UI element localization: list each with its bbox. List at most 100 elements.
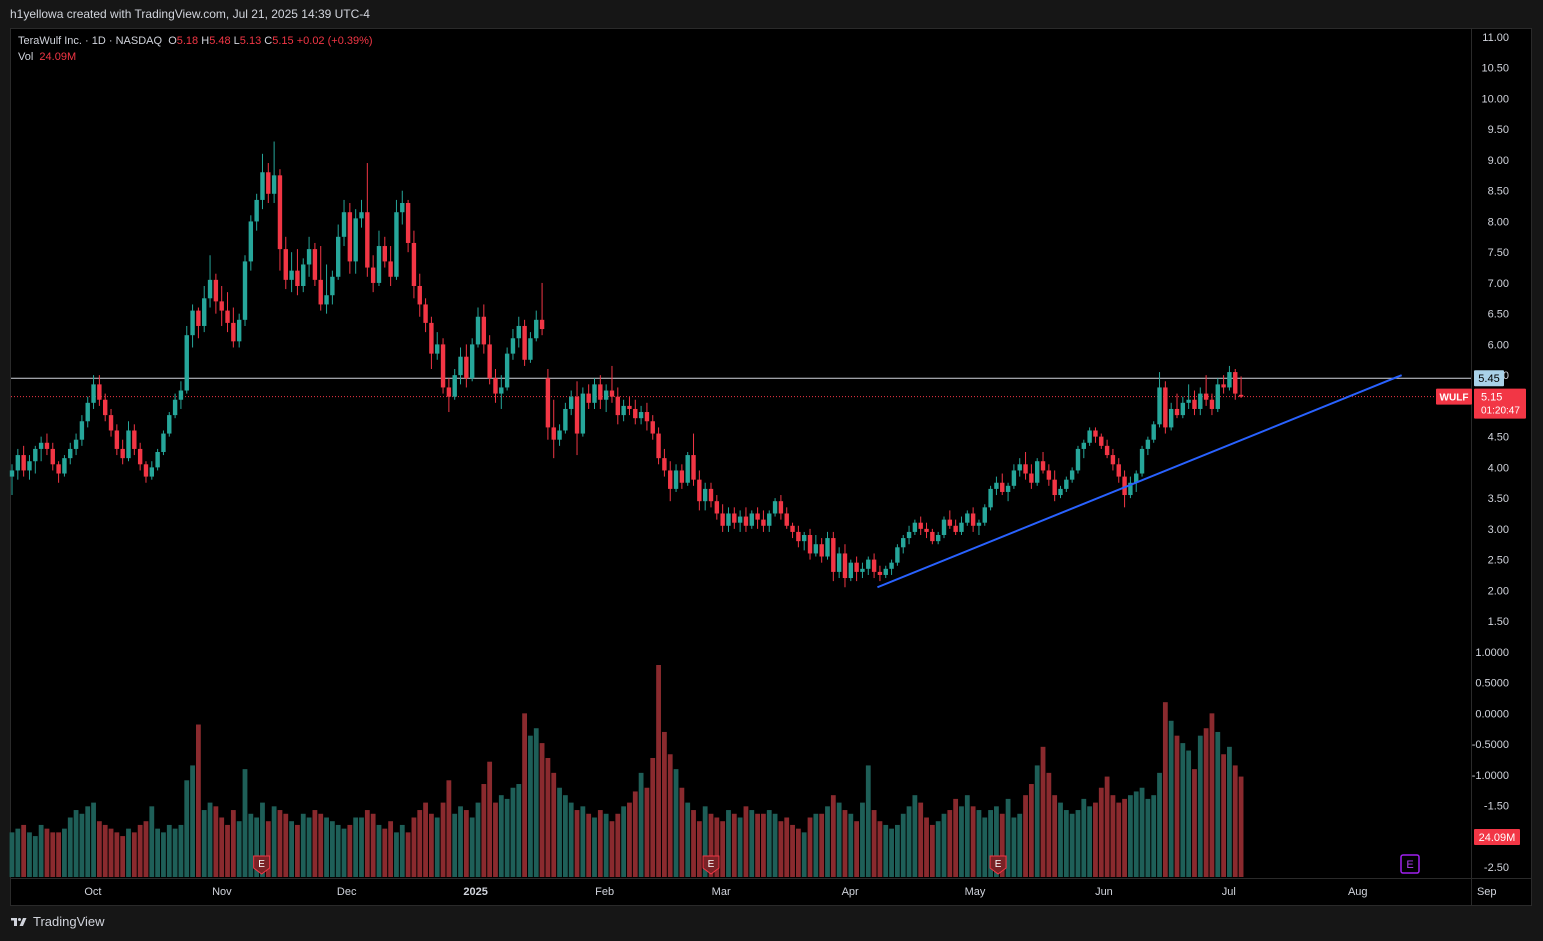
time-tick-label: Apr — [842, 886, 859, 898]
candle-body — [796, 531, 801, 542]
earnings-marker-shape — [253, 855, 271, 875]
candle-body — [1128, 482, 1133, 496]
time-tick-label: Sep — [1477, 886, 1497, 898]
volume-bar — [411, 817, 417, 877]
volume-bar — [394, 832, 399, 877]
candle-body — [1023, 464, 1028, 474]
volume-bar — [219, 817, 225, 877]
candle-body — [143, 464, 149, 477]
volume-bar — [877, 821, 883, 877]
price-tick-label: 10.50 — [1481, 63, 1509, 75]
candle-body — [953, 525, 958, 532]
candle-body — [504, 353, 510, 388]
volume-bar — [959, 806, 964, 877]
attribution-text: h1yellowa created with TradingView.com, … — [10, 7, 370, 21]
candle-body — [137, 448, 143, 465]
volume-bar — [1180, 743, 1186, 877]
time-tick-label: Dec — [337, 886, 357, 898]
candle-body — [679, 470, 685, 483]
candle-body — [935, 535, 941, 542]
price-tick-label: 10.00 — [1481, 93, 1509, 105]
candle-body — [1011, 470, 1017, 486]
brand-label: TradingView — [33, 914, 105, 929]
volume-bar — [1104, 776, 1110, 877]
volume-bar — [265, 821, 271, 877]
volume-value: 24.09M — [39, 51, 77, 63]
volume-bar — [1023, 795, 1028, 877]
candle-body — [44, 442, 50, 449]
open-value: 5.18 — [176, 35, 199, 47]
candle-body — [301, 264, 306, 286]
volume-bar — [242, 769, 248, 877]
candle-body — [1000, 482, 1005, 492]
volume-bar — [440, 802, 446, 877]
candle-body — [341, 212, 347, 237]
volume-bar — [382, 828, 388, 877]
symbol-tag — [1436, 388, 1472, 405]
volume-bar — [423, 802, 428, 877]
volume-bar — [1093, 802, 1098, 877]
candle-body — [1168, 408, 1174, 428]
volume-bar — [586, 813, 592, 877]
footer-brand[interactable]: TradingView — [10, 914, 105, 929]
volume-bar — [1238, 776, 1244, 877]
candle-body — [877, 571, 883, 575]
volume-bar — [999, 813, 1005, 877]
volume-bar — [522, 713, 527, 877]
price-tick-label: 3.00 — [1488, 524, 1509, 536]
candle-body — [633, 408, 638, 419]
volume-bar — [50, 832, 56, 877]
candle-body — [236, 319, 242, 342]
volume-bar — [161, 832, 166, 877]
volume-bar — [1005, 798, 1011, 877]
candle-body — [330, 276, 335, 296]
volume-bar — [988, 810, 993, 877]
volume-bar — [912, 795, 918, 877]
candle-body — [673, 470, 679, 489]
candle-body — [231, 322, 236, 342]
volume-bar — [102, 824, 108, 877]
candle-body — [580, 393, 586, 434]
volume-bar — [21, 824, 27, 877]
price-tick-label: 0.5000 — [1475, 678, 1509, 690]
volume-bar — [417, 810, 423, 877]
price-tick-label: -2.50 — [1484, 862, 1509, 874]
candle-body — [190, 310, 195, 336]
price-tick-label: 2.50 — [1488, 555, 1509, 567]
candle-body — [405, 203, 411, 243]
volume-bar — [994, 806, 999, 877]
candle-body — [1110, 455, 1116, 465]
volume-tag-text: 24.09M — [1479, 832, 1516, 844]
candle-body — [33, 448, 38, 462]
price-tick-label: 8.00 — [1488, 216, 1509, 228]
candle-body — [1157, 387, 1162, 425]
candle-body — [161, 433, 166, 452]
candle-body — [21, 455, 26, 471]
candle-body — [732, 513, 737, 523]
candle-body — [464, 356, 469, 379]
candle-body — [1139, 448, 1145, 474]
time-tick-label: Jun — [1095, 886, 1113, 898]
candle-body — [627, 405, 632, 409]
volume-bar — [935, 821, 941, 877]
candle-body — [114, 430, 120, 449]
candle-body — [1017, 464, 1022, 471]
candle-body — [254, 199, 259, 222]
volume-bar — [1221, 754, 1226, 877]
candle-body — [691, 455, 696, 480]
volume-bar — [685, 802, 691, 877]
candle-body — [1029, 473, 1034, 483]
earnings-marker-shape — [989, 855, 1007, 875]
volume-bar — [230, 810, 236, 877]
volume-bar — [67, 817, 73, 877]
candle-body — [1151, 424, 1156, 440]
candle-body — [831, 538, 836, 572]
candle-body — [15, 455, 21, 471]
volume-bar — [597, 810, 603, 877]
candle-body — [656, 433, 661, 459]
volume-bar — [924, 817, 929, 877]
candle-body — [615, 396, 620, 416]
volume-bar — [953, 798, 959, 877]
volume-bar — [1215, 731, 1221, 877]
